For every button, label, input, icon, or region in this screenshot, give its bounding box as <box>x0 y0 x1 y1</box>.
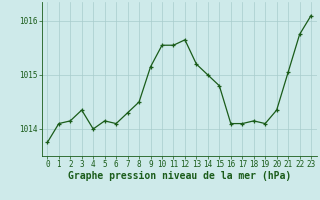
X-axis label: Graphe pression niveau de la mer (hPa): Graphe pression niveau de la mer (hPa) <box>68 171 291 181</box>
